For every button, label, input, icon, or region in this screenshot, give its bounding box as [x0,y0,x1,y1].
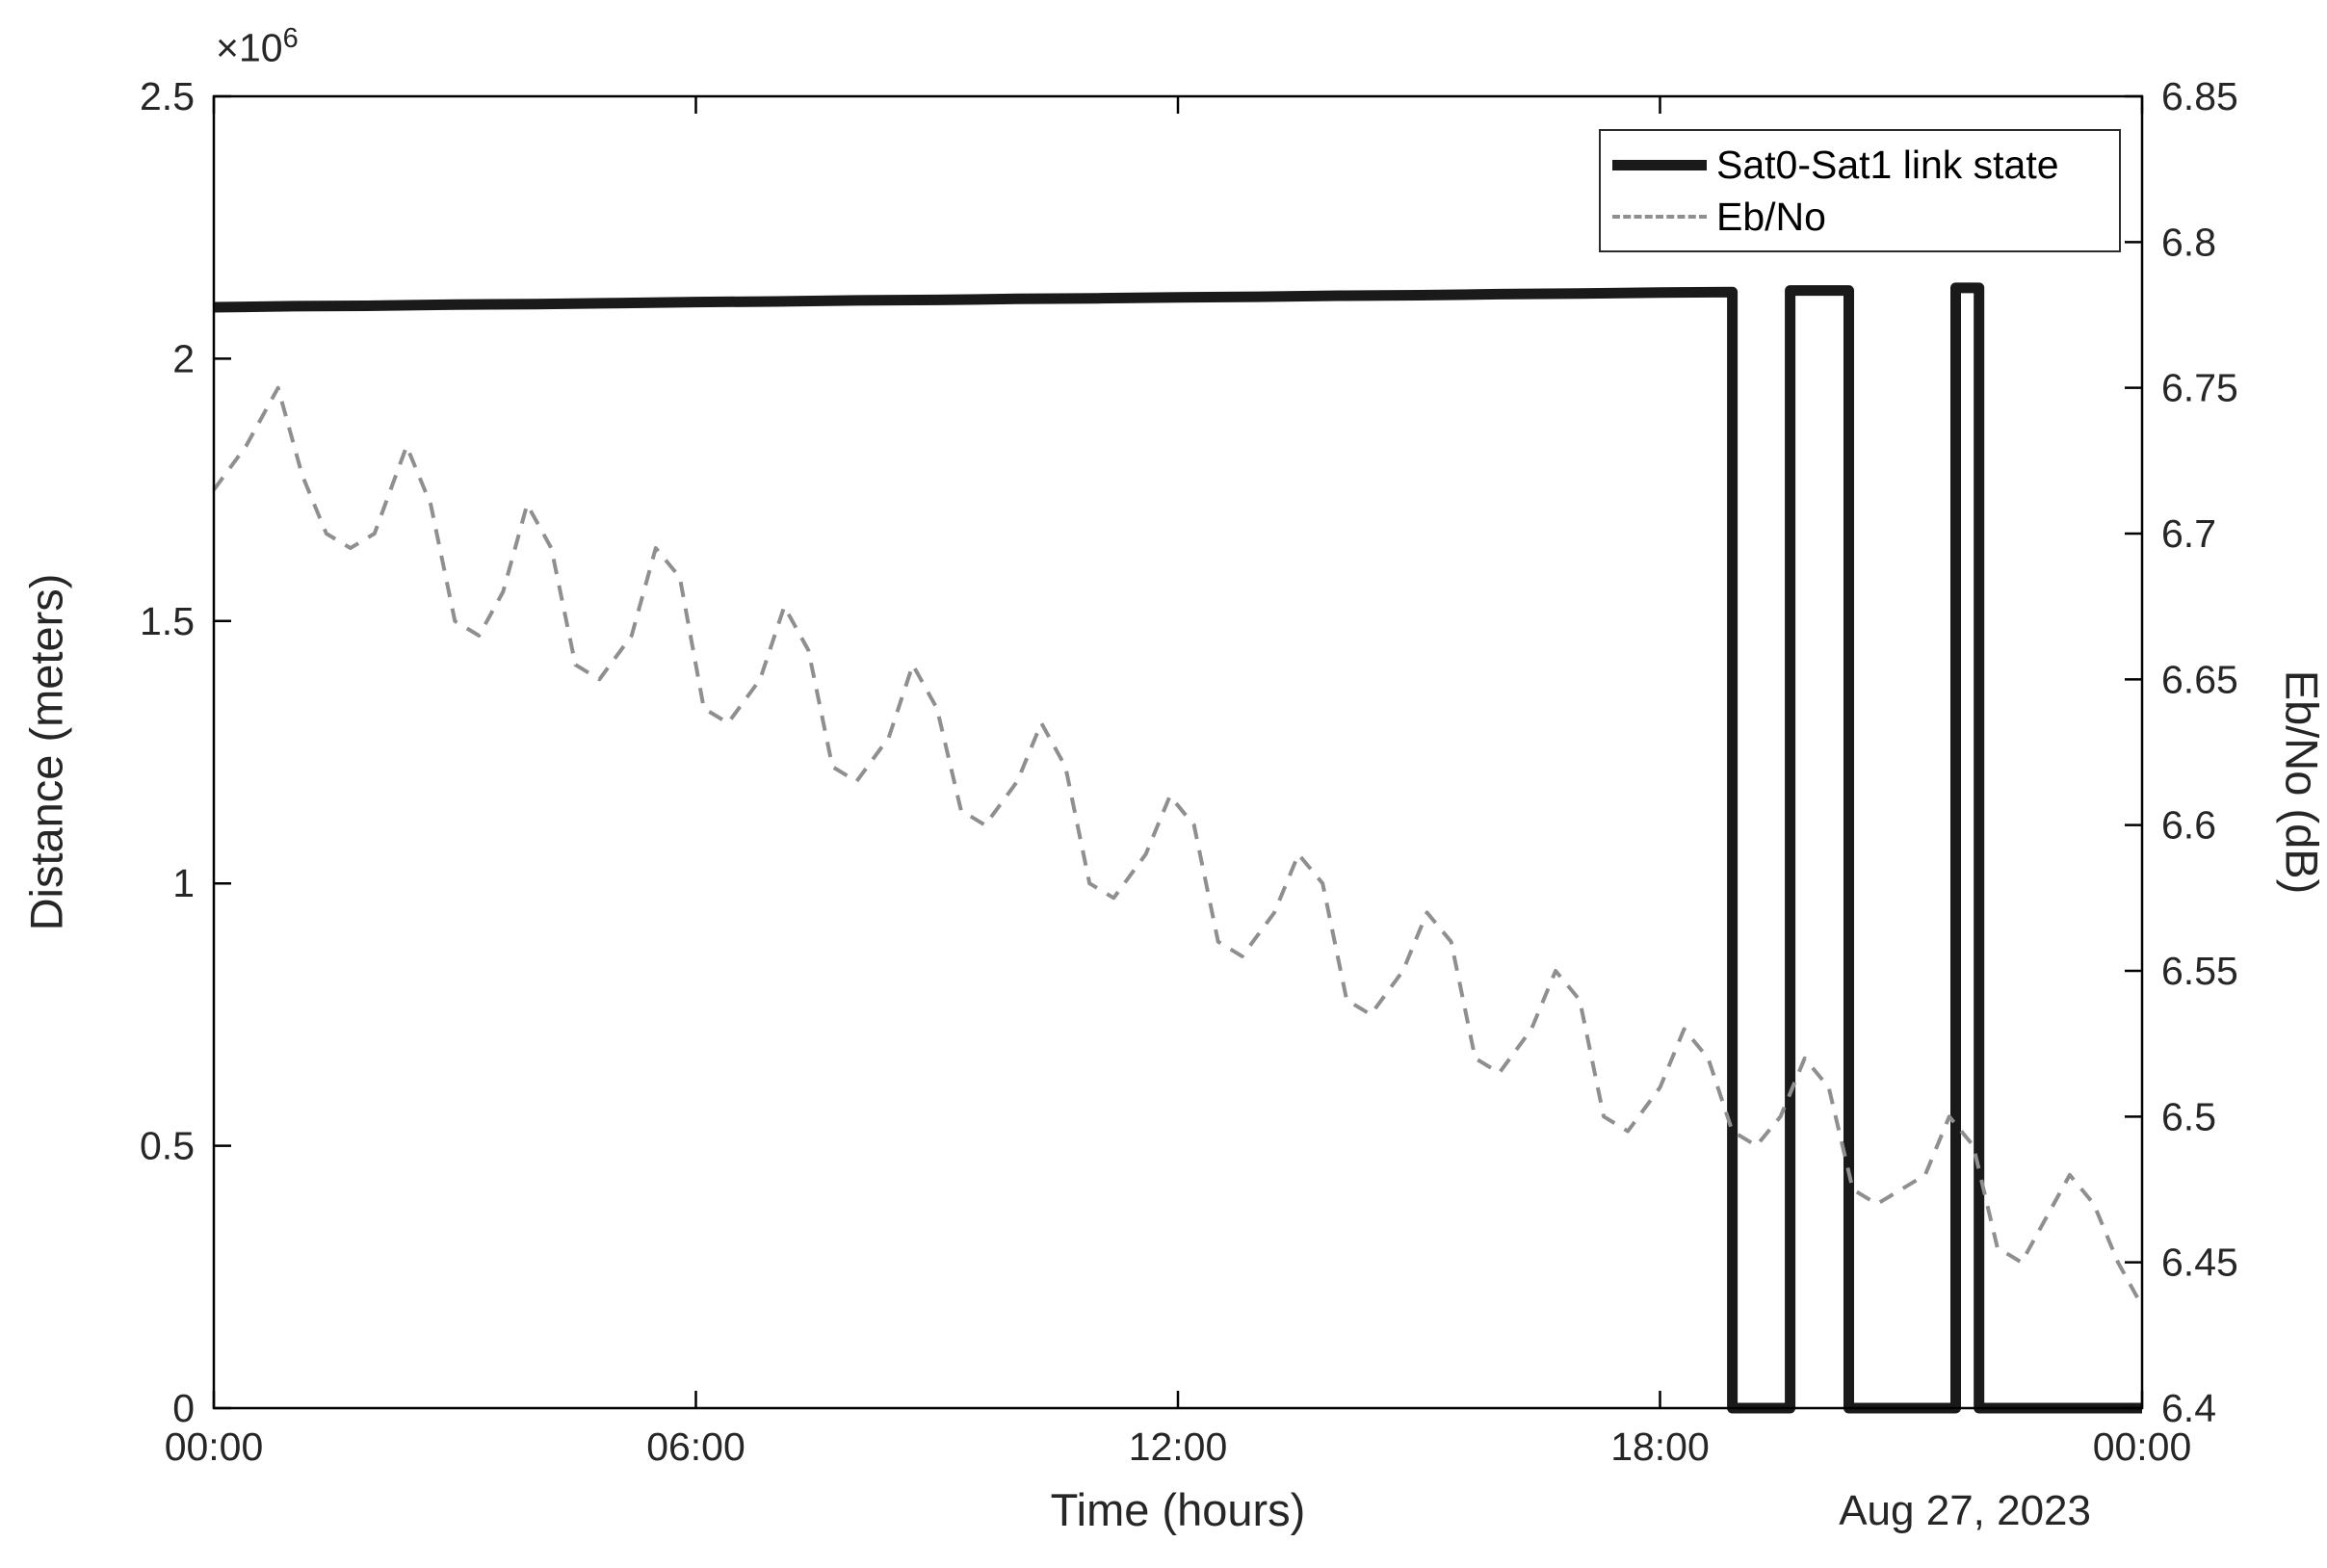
x-tick-label: 12:00 [1129,1424,1228,1469]
y-left-tick-label: 2.5 [140,74,195,118]
axis-exponent-base: ×10 [216,25,283,70]
series-link-state [213,282,2142,1414]
y-right-tick-label: 6.4 [2161,1386,2216,1430]
x-axis-label: Time (hours) [1050,1484,1306,1535]
x-tick-label: 00:00 [165,1424,264,1469]
y-right-tick-label: 6.8 [2161,220,2216,264]
legend-label: Eb/No [1716,194,1826,239]
x-tick-label: 00:00 [2093,1424,2192,1469]
y-left-tick-label: 2 [172,336,195,380]
y-right-tick-label: 6.5 [2161,1094,2216,1138]
y-right-tick-label: 6.65 [2161,657,2238,701]
x-tick-label: 18:00 [1610,1424,1710,1469]
legend-line-sample-dashed [1612,215,1707,219]
legend-entry-ebno: Eb/No [1601,191,2119,243]
y-right-tick-label: 6.75 [2161,366,2238,410]
date-label: Aug 27, 2023 [1839,1487,2091,1534]
y-left-tick-label: 0.5 [140,1124,195,1168]
axis-exponent: ×106 [216,23,299,71]
legend-entry-link-state: Sat0-Sat1 link state [1601,139,2119,191]
legend-line-sample-solid [1612,159,1707,170]
y-left-tick-label: 0 [172,1386,195,1430]
y-left-tick-label: 1.5 [140,599,195,643]
axis-exponent-power: 6 [282,23,299,54]
legend: Sat0-Sat1 link state Eb/No [1599,129,2121,252]
legend-label: Sat0-Sat1 link state [1716,142,2059,187]
y-right-tick-label: 6.55 [2161,949,2238,993]
y-right-tick-label: 6.6 [2161,803,2216,848]
y-right-tick-label: 6.45 [2161,1241,2238,1285]
x-tick-label: 06:00 [646,1424,745,1469]
y-right-tick-label: 6.85 [2161,74,2238,118]
left-axis-label: Distance (meters) [20,573,72,931]
y-right-tick-label: 6.7 [2161,511,2216,556]
right-axis-label: Eb/No (dB) [2276,669,2327,895]
series-ebno [212,385,2144,1308]
y-left-tick-label: 1 [172,861,195,905]
